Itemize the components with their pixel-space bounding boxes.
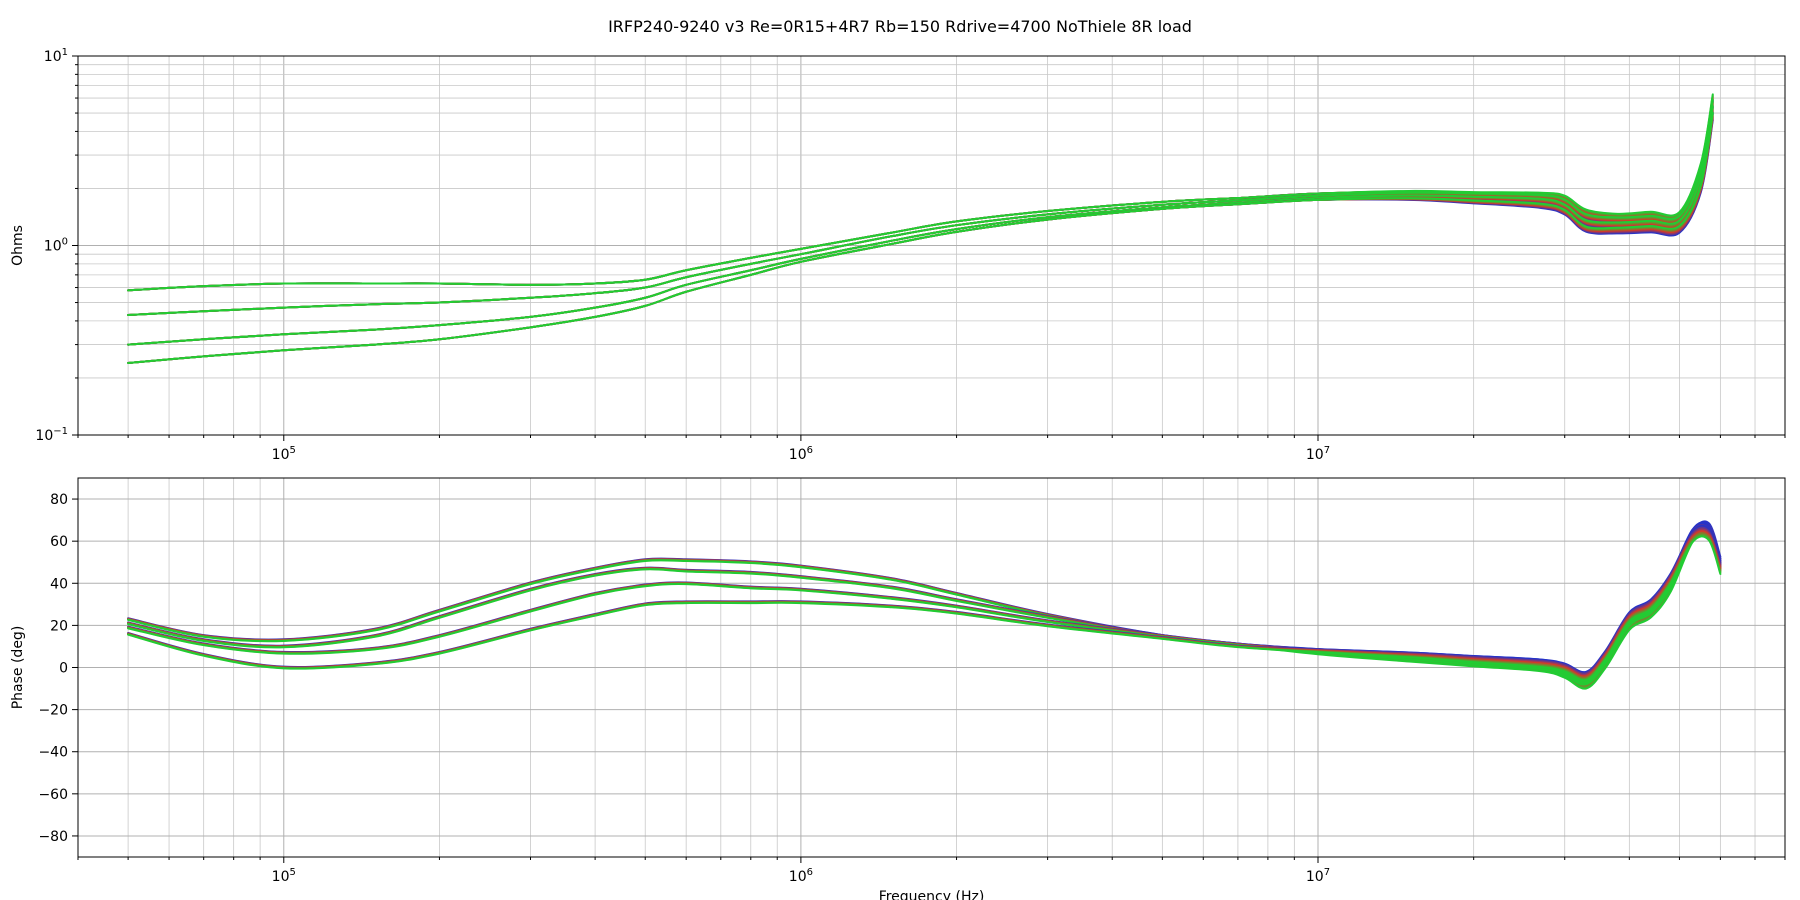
- impedance-curve: [127, 93, 1714, 292]
- impedance-curve: [127, 111, 1714, 346]
- y-tick-label: 20: [50, 618, 68, 634]
- y-tick-label: −40: [38, 745, 68, 761]
- impedance-y-axis-label: Ohms: [10, 225, 26, 266]
- impedance-curve: [127, 119, 1714, 364]
- phase-y-axis-label: Phase (deg): [10, 626, 26, 710]
- y-tick-label: −80: [38, 829, 68, 845]
- phase-x-axis-label: Frequency (Hz): [879, 889, 985, 900]
- y-tick-label: −20: [38, 703, 68, 719]
- y-tick-label: 0: [59, 661, 68, 677]
- phase-x-ticks: 105 106 107: [77, 857, 1786, 885]
- impedance-curves: [127, 93, 1714, 364]
- impedance-curve: [127, 111, 1714, 364]
- phase-axes: 105 106 107 80 60 40 20 0 −20 −40 −60 −80 Phase (d…: [10, 477, 1786, 900]
- x-tick-label: 106: [789, 867, 813, 885]
- phase-grid: [77, 478, 1786, 857]
- impedance-x-ticks: 105 106 107: [77, 435, 1786, 463]
- impedance-y-ticks: 101 100 10−1: [35, 47, 78, 444]
- phase-curve: [127, 524, 1722, 677]
- x-tick-label: 107: [1306, 867, 1330, 885]
- x-tick-label: 105: [272, 445, 296, 463]
- impedance-curve: [127, 112, 1714, 346]
- chart-title: IRFP240-9240 v3 Re=0R15+4R7 Rb=150 Rdriv…: [608, 17, 1192, 36]
- phase-y-ticks: 80 60 40 20 0 −20 −40 −60 −80: [38, 492, 78, 845]
- impedance-grid: [77, 55, 1786, 436]
- impedance-axes: 105 106 107 101 100 10−1 Ohms: [10, 47, 1786, 463]
- y-tick-label: 101: [44, 47, 68, 65]
- phase-curve: [127, 522, 1722, 676]
- impedance-curve: [127, 116, 1714, 364]
- phase-curve: [127, 521, 1722, 678]
- impedance-curve: [127, 99, 1714, 316]
- phase-curve: [127, 533, 1722, 684]
- y-tick-label: 10−1: [35, 426, 68, 444]
- y-tick-label: 40: [50, 576, 68, 592]
- phase-curves: [127, 520, 1722, 690]
- y-tick-label: 60: [50, 534, 68, 550]
- x-tick-label: 105: [272, 867, 296, 885]
- y-tick-label: −60: [38, 787, 68, 803]
- impedance-curve: [127, 115, 1714, 364]
- phase-curve: [127, 535, 1722, 682]
- x-tick-label: 106: [789, 445, 813, 463]
- impedance-curve: [127, 117, 1714, 364]
- impedance-curve: [127, 106, 1714, 346]
- y-tick-label: 80: [50, 492, 68, 508]
- y-tick-label: 100: [44, 237, 68, 255]
- x-tick-label: 107: [1306, 445, 1330, 463]
- impedance-curve: [127, 105, 1714, 346]
